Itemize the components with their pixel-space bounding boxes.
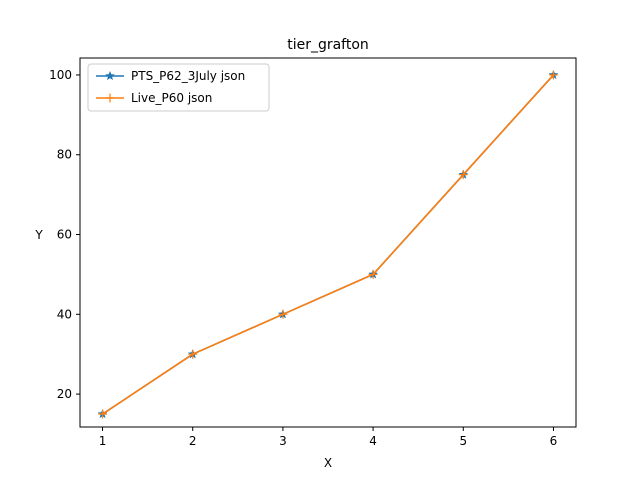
y-tick-label: 100 bbox=[49, 68, 72, 82]
axes: 1 2 3 4 5 6 20 40 60 80 100 bbox=[49, 57, 577, 448]
x-tick-label: 4 bbox=[369, 434, 377, 448]
legend-label: PTS_P62_3July json bbox=[131, 69, 245, 83]
y-tick-label: 40 bbox=[57, 307, 72, 321]
legend-item: PTS_P62_3July json bbox=[96, 69, 245, 83]
data-point bbox=[548, 70, 558, 80]
data-point bbox=[368, 269, 378, 279]
data-point bbox=[278, 309, 288, 319]
legend-marker bbox=[105, 70, 115, 81]
chart-title: tier_grafton bbox=[287, 37, 369, 53]
x-tick-label: 1 bbox=[99, 434, 107, 448]
x-tick-label: 5 bbox=[459, 434, 467, 448]
series-layer bbox=[97, 69, 559, 419]
x-axis-label: X bbox=[324, 456, 332, 470]
y-axis-label: Y bbox=[34, 228, 43, 242]
y-tick-label: 20 bbox=[57, 387, 72, 401]
legend-box bbox=[87, 63, 270, 112]
x-tick-label: 6 bbox=[550, 434, 558, 448]
legend-label: Live_P60 json bbox=[131, 91, 212, 105]
y-tick-label: 60 bbox=[57, 228, 72, 242]
x-tick-label: 2 bbox=[189, 434, 197, 448]
plot-frame bbox=[79, 57, 577, 428]
legend-marker bbox=[105, 93, 115, 103]
series-2 bbox=[98, 70, 558, 419]
legend-item: Live_P60 json bbox=[96, 91, 212, 105]
legend: PTS_P62_3July json Live_P60 json bbox=[87, 63, 270, 112]
data-point bbox=[98, 409, 108, 419]
series-line bbox=[102, 74, 555, 415]
data-point bbox=[458, 170, 468, 180]
x-tick-label: 3 bbox=[279, 434, 287, 448]
y-tick-label: 80 bbox=[57, 148, 72, 162]
data-point bbox=[188, 349, 198, 359]
